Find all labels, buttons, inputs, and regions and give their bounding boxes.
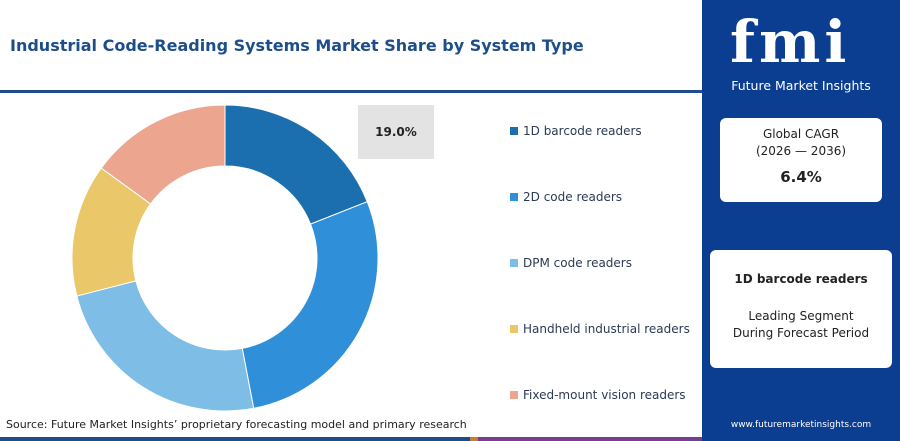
- footer-color-bar: [0, 437, 702, 441]
- highlight-callout: 19.0%: [358, 105, 434, 159]
- donut-chart: [71, 104, 379, 412]
- legend-swatch: [510, 127, 518, 135]
- legend-item-fixed-mount-vision-readers: Fixed-mount vision readers: [510, 388, 686, 402]
- segment-desc-line: During Forecast Period: [732, 326, 870, 340]
- footer-segment: [478, 437, 702, 441]
- legend-swatch: [510, 325, 518, 333]
- chart-title: Industrial Code-Reading Systems Market S…: [10, 36, 584, 55]
- title-divider: [0, 90, 702, 93]
- source-note: Source: Future Market Insights’ propriet…: [6, 418, 467, 431]
- sidebar-panel: fmi Future Market Insights Global CAGR (…: [702, 0, 900, 441]
- fmi-logo: fmi Future Market Insights: [702, 0, 900, 100]
- legend-label: Handheld industrial readers: [523, 322, 690, 336]
- donut-slice-2d-code-readers: [241, 201, 379, 409]
- logo-letters: fmi: [730, 8, 851, 76]
- legend-label: Fixed-mount vision readers: [523, 388, 686, 402]
- legend-label: 1D barcode readers: [523, 124, 642, 138]
- donut-slice-fixed-mount-vision-readers: [100, 104, 226, 205]
- leading-segment-name: 1D barcode readers: [734, 272, 868, 286]
- leading-segment-card: 1D barcode readers Leading Segment Durin…: [710, 250, 892, 368]
- cagr-label-line: Global CAGR: [762, 127, 840, 141]
- legend-swatch: [510, 193, 518, 201]
- leading-segment-description: Leading Segment During Forecast Period: [710, 308, 892, 342]
- legend-swatch: [510, 391, 518, 399]
- cagr-label: Global CAGR (2026 — 2036): [720, 126, 882, 160]
- cagr-value: 6.4%: [780, 168, 822, 186]
- donut-slice-1d-barcode-readers: [224, 104, 368, 225]
- footer-segment: [0, 437, 470, 441]
- legend-item-handheld-industrial-readers: Handheld industrial readers: [510, 322, 690, 336]
- legend-item-1d-barcode-readers: 1D barcode readers: [510, 124, 642, 138]
- legend-label: DPM code readers: [523, 256, 632, 270]
- legend-item-dpm-code-readers: DPM code readers: [510, 256, 632, 270]
- cagr-period: (2026 — 2036): [755, 144, 847, 158]
- legend-item-2d-code-readers: 2D code readers: [510, 190, 622, 204]
- segment-desc-line: Leading Segment: [748, 309, 854, 323]
- logo-text: Future Market Insights: [731, 78, 871, 93]
- legend-label: 2D code readers: [523, 190, 623, 204]
- website-url: www.futuremarketinsights.com: [730, 420, 872, 430]
- legend-swatch: [510, 259, 518, 267]
- chart-panel: Industrial Code-Reading Systems Market S…: [0, 36, 702, 441]
- cagr-card: Global CAGR (2026 — 2036) 6.4%: [720, 118, 882, 202]
- footer-segment: [470, 437, 478, 441]
- donut-slice-dpm-code-readers: [76, 280, 255, 412]
